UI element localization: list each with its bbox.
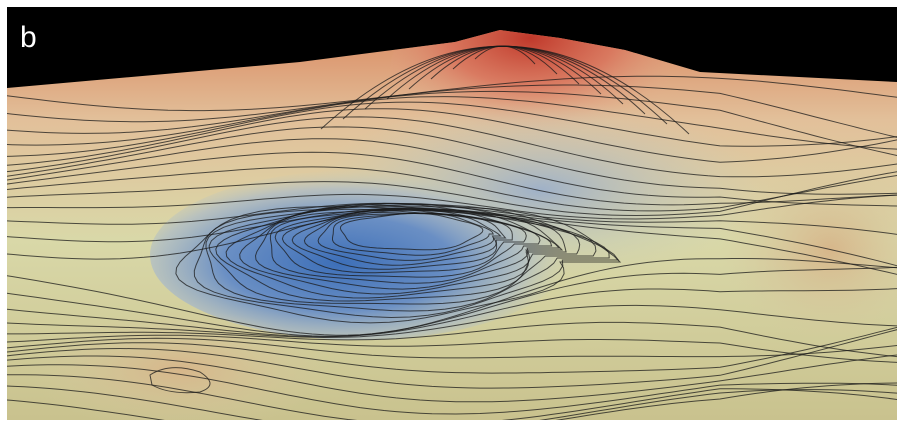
slope-contour	[7, 385, 897, 420]
slope-contour	[7, 84, 897, 139]
depression-contour	[291, 210, 513, 270]
slope-contour	[7, 364, 897, 415]
depression-contour	[215, 204, 581, 302]
depression-contour	[303, 211, 507, 266]
slope-contour	[7, 207, 897, 267]
mound-contour	[149, 367, 211, 394]
panel-label: b	[20, 21, 37, 54]
slope-contour	[7, 96, 897, 150]
slope-contour	[7, 108, 897, 167]
peak-contour	[320, 45, 690, 135]
slope-contour	[7, 354, 897, 403]
slope-contour	[7, 209, 897, 276]
slope-contour	[7, 288, 897, 338]
ridge	[720, 160, 897, 340]
slope-contour	[7, 266, 897, 337]
slope-contour	[7, 75, 897, 112]
slope-contour	[7, 258, 897, 336]
slope-contour	[7, 304, 897, 339]
depression-contour	[332, 212, 495, 256]
slope-contour	[7, 170, 897, 217]
slope-contour	[7, 116, 897, 178]
depression-contour	[339, 212, 484, 251]
slope-contour	[7, 337, 897, 359]
slope-contour	[7, 382, 897, 420]
depression-contour	[175, 206, 622, 324]
slope-contour	[7, 126, 897, 195]
depression-contour	[317, 212, 502, 261]
slope-contour	[7, 101, 897, 157]
slope-contour	[7, 166, 897, 212]
slope-contour	[7, 202, 897, 236]
slope-contour	[7, 90, 897, 157]
slope-contour	[7, 326, 897, 374]
slope-contour	[7, 328, 897, 389]
depression-contour	[269, 207, 553, 284]
slope-contour	[7, 138, 897, 207]
depression-contour	[254, 208, 561, 290]
slope-contour	[7, 193, 897, 220]
slope-contour	[7, 374, 897, 420]
slope-contour	[7, 334, 897, 363]
slope-contour	[7, 321, 897, 358]
